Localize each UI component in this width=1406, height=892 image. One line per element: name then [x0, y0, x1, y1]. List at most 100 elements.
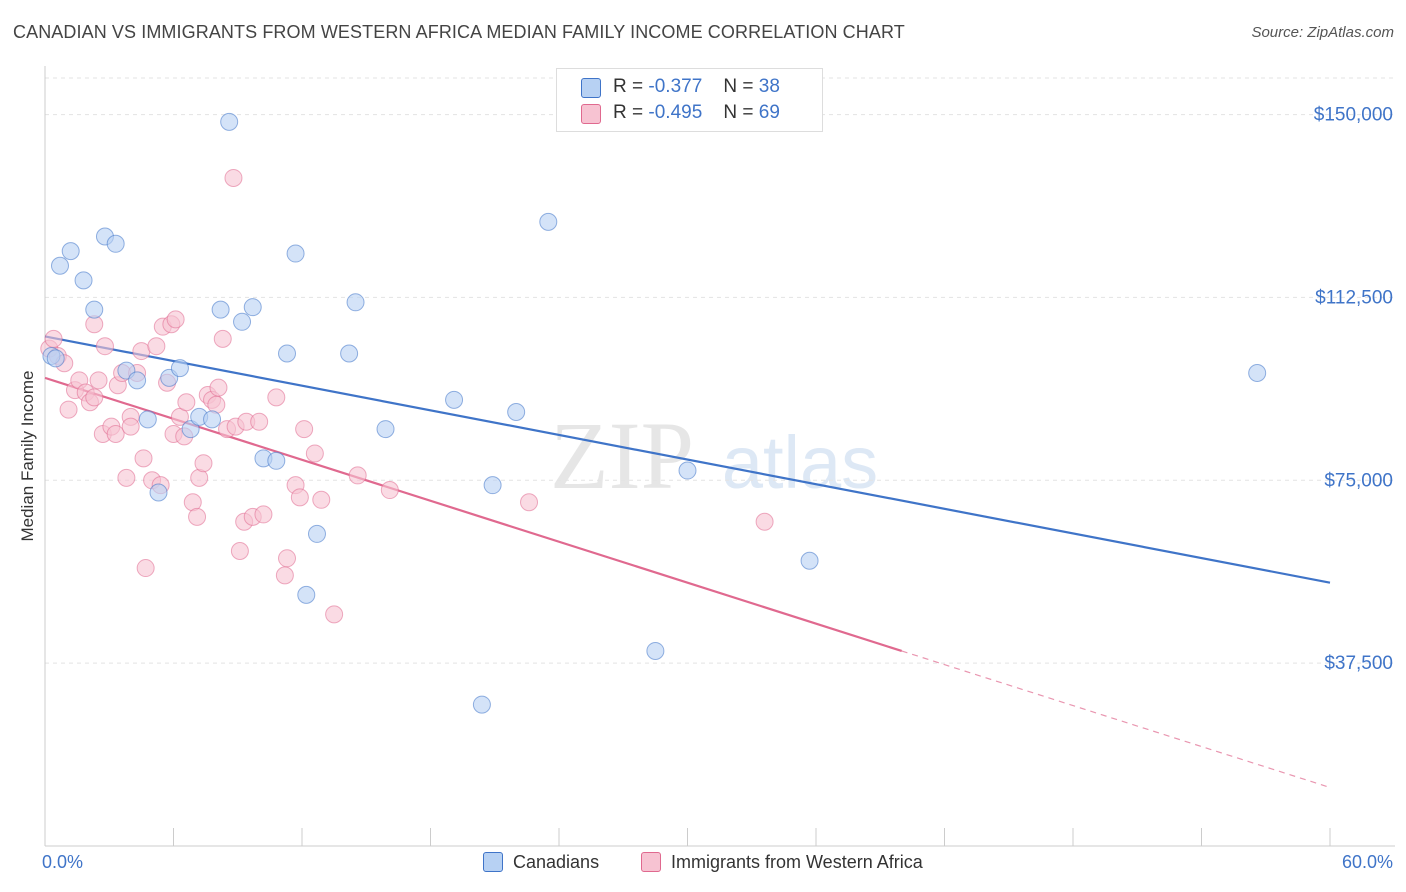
- chart-title: CANADIAN VS IMMIGRANTS FROM WESTERN AFRI…: [13, 22, 905, 42]
- canadians-swatch: [581, 78, 601, 98]
- canadians-point: [483, 476, 502, 495]
- immigrants-point: [59, 400, 78, 419]
- canadians-legend-swatch: [483, 852, 503, 872]
- immigrants-point: [275, 566, 294, 585]
- watermark-zip: ZIP: [550, 402, 694, 509]
- immigrants-point: [755, 512, 774, 531]
- immigrants-point: [194, 454, 213, 473]
- immigrants-point: [166, 310, 185, 329]
- canadians-point: [472, 695, 491, 714]
- canadians-point: [203, 410, 222, 429]
- immigrants-point: [117, 468, 136, 487]
- r-label: R =: [613, 76, 644, 97]
- y-tick-labels: $150,000 $112,500 $75,000 $37,500: [1314, 105, 1393, 675]
- canadians-point: [678, 461, 697, 480]
- canadians-point: [297, 585, 316, 604]
- canadians-point: [507, 403, 526, 422]
- immigrants-legend-label: Immigrants from Western Africa: [671, 852, 923, 872]
- immigrants-point: [106, 424, 125, 443]
- canadians-point: [46, 349, 65, 368]
- canadians-trend-line: [44, 335, 1331, 584]
- immigrants-point: [348, 466, 367, 485]
- immigrants-point: [295, 420, 314, 439]
- canadians-point: [128, 371, 147, 390]
- canadians-point: [243, 298, 262, 317]
- x-tick-right: 60.0%: [1341, 852, 1393, 872]
- immigrants-point: [132, 342, 151, 361]
- immigrants-legend-swatch: [641, 852, 661, 872]
- canadians-point: [646, 641, 665, 660]
- immigrants-point: [213, 329, 232, 348]
- canadians-point: [539, 212, 558, 231]
- immigrants-point: [230, 541, 249, 560]
- legend-item-canadians: Canadians: [483, 852, 599, 873]
- canadians-point: [106, 234, 125, 253]
- canadians-point: [278, 344, 297, 363]
- canadians-point: [149, 483, 168, 502]
- watermark: ZIP atlas: [550, 402, 878, 509]
- canadians-point: [286, 244, 305, 263]
- x-tick-left: 0.0%: [42, 852, 84, 872]
- grid-lines: [45, 77, 1395, 664]
- legend-item-immigrants: Immigrants from Western Africa: [641, 852, 923, 873]
- immigrants-point: [95, 337, 114, 356]
- n-label: N =: [723, 76, 754, 97]
- canadians-point: [74, 271, 93, 290]
- canadians-point: [181, 420, 200, 439]
- n-label: N =: [723, 102, 754, 123]
- immigrants-point: [290, 488, 309, 507]
- y-tick-label: $112,500: [1315, 287, 1393, 308]
- immigrants-swatch: [581, 104, 601, 124]
- canadians-point: [445, 390, 464, 409]
- immigrants-point: [254, 505, 273, 524]
- immigrants-point: [325, 605, 344, 624]
- stats-legend: R = -0.377 N = 38 R = -0.495 N = 69: [556, 68, 823, 132]
- canadians-point: [1248, 364, 1267, 383]
- immigrants-point: [224, 168, 243, 187]
- immigrants-point: [147, 337, 166, 356]
- immigrants-point: [177, 393, 196, 412]
- immigrants-point: [520, 493, 539, 512]
- immigrants-point: [136, 559, 155, 578]
- n-value: 69: [758, 102, 780, 123]
- immigrants-trend-extension: [901, 650, 1331, 789]
- immigrants-point: [121, 417, 140, 436]
- canadians-point: [376, 420, 395, 439]
- immigrants-point: [278, 549, 297, 568]
- immigrants-point: [89, 371, 108, 390]
- y-tick-label: $37,500: [1324, 653, 1393, 674]
- immigrants-point: [250, 412, 269, 431]
- immigrants-point: [267, 388, 286, 407]
- y-tick-label: $75,000: [1324, 470, 1393, 491]
- source-label: Source: ZipAtlas.com: [1251, 24, 1394, 41]
- canadians-point: [233, 312, 252, 331]
- immigrants-point: [305, 444, 324, 463]
- r-label: R =: [613, 102, 644, 123]
- canadians-point: [138, 410, 157, 429]
- canadians-point: [267, 451, 286, 470]
- n-value: 38: [758, 76, 780, 97]
- canadians-point: [220, 112, 239, 131]
- data-points: [40, 112, 1267, 714]
- canadians-legend-label: Canadians: [513, 852, 600, 872]
- r-value: -0.377: [648, 76, 703, 97]
- immigrants-point: [134, 449, 153, 468]
- canadians-point: [170, 359, 189, 378]
- immigrants-point: [312, 490, 331, 509]
- canadians-point: [340, 344, 359, 363]
- canadians-point: [85, 300, 104, 319]
- r-value: -0.495: [648, 102, 703, 123]
- canadians-point: [211, 300, 230, 319]
- canadians-point: [307, 524, 326, 543]
- immigrants-point: [85, 388, 104, 407]
- immigrants-point: [209, 378, 228, 397]
- immigrants-point: [380, 481, 399, 500]
- axes: [44, 66, 1395, 847]
- y-tick-label: $150,000: [1314, 105, 1393, 126]
- canadians-point: [61, 242, 80, 261]
- immigrants-point: [188, 507, 207, 526]
- canadians-point: [346, 293, 365, 312]
- immigrants-point: [44, 329, 63, 348]
- canadians-point: [50, 256, 69, 275]
